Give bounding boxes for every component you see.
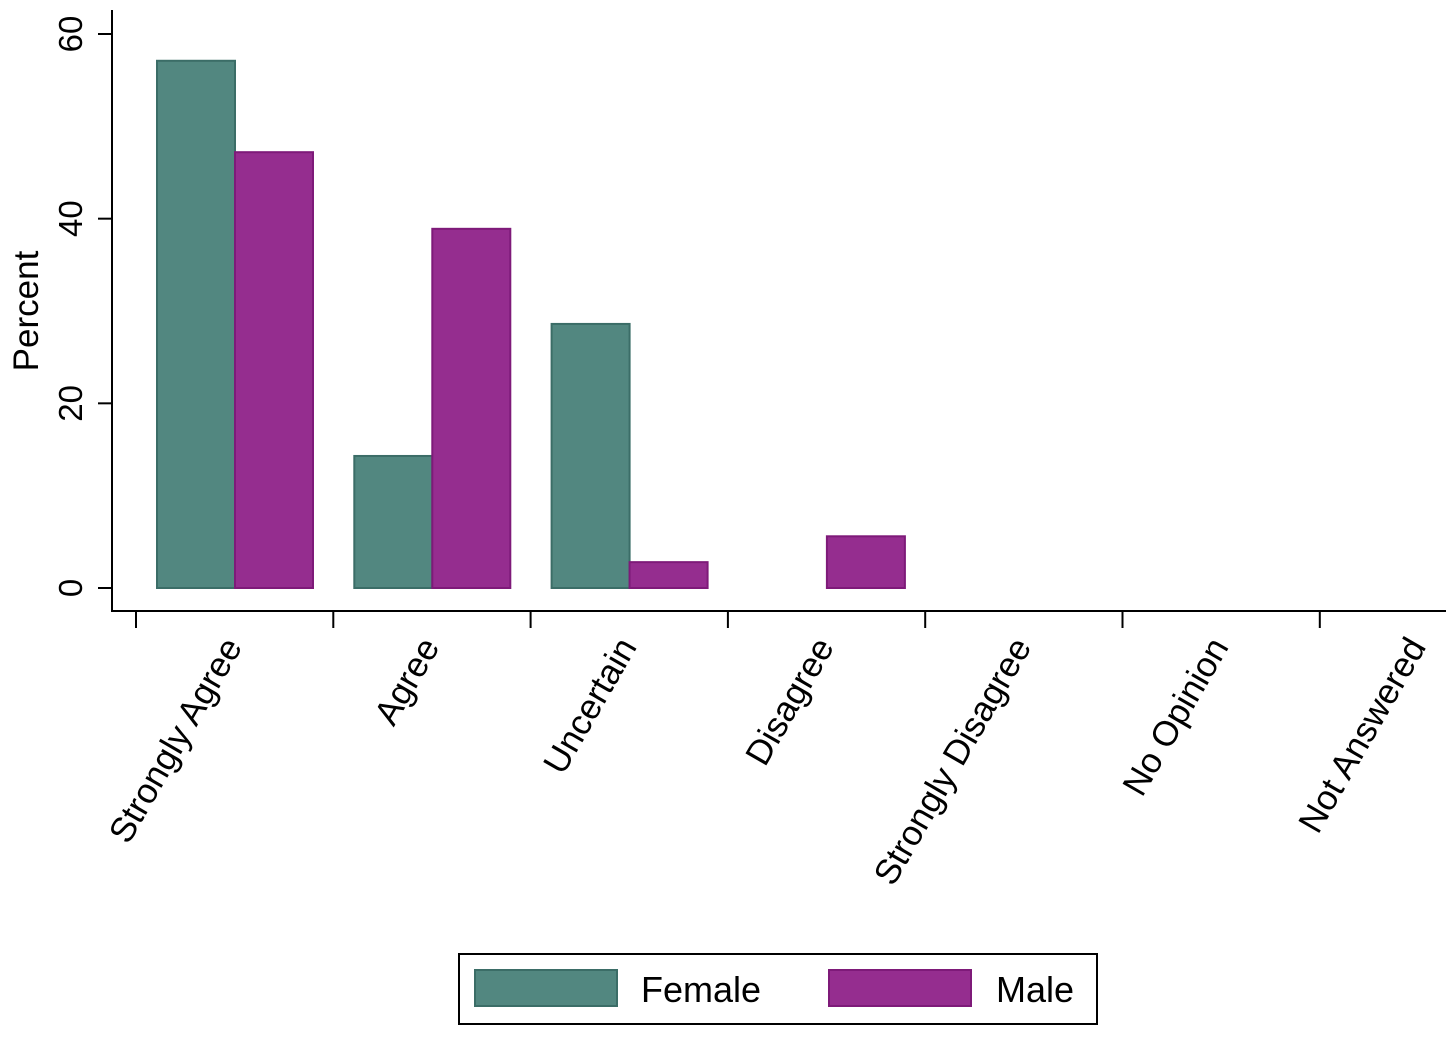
- legend-label-female: Female: [641, 969, 761, 1010]
- legend: Female Male: [458, 953, 1098, 1025]
- x-tick-label: Not Answered: [1291, 631, 1434, 839]
- y-tick-label: 40: [52, 200, 89, 237]
- bar-male-uncertain: [628, 561, 709, 589]
- legend-label-male: Male: [996, 969, 1074, 1010]
- bars-layer: [156, 59, 906, 590]
- y-axis-label: Percent: [7, 250, 46, 371]
- y-tick-label: 0: [52, 579, 89, 597]
- legend-swatch-female: [474, 969, 618, 1007]
- bar-female-agree: [353, 454, 434, 590]
- y-tick-label: 20: [52, 385, 89, 422]
- bar-male-strongly-agree: [234, 151, 314, 589]
- x-tick-label: Uncertain: [536, 631, 645, 780]
- x-tick-label: Strongly Disagree: [866, 631, 1039, 891]
- x-tick-label: No Opinion: [1115, 631, 1236, 802]
- bar-male-agree: [431, 227, 512, 589]
- y-ticks-layer: 0 20 40 60: [52, 16, 112, 597]
- bar-female-strongly-agree: [156, 59, 236, 589]
- y-tick-label: 60: [52, 16, 89, 53]
- bar-female-uncertain: [550, 322, 631, 589]
- x-tick-label: Strongly Agree: [101, 631, 250, 849]
- bar-male-disagree: [825, 535, 906, 589]
- x-ticks-layer: Strongly Agree Agree Uncertain Disagree Stro…: [101, 611, 1434, 892]
- x-tick-label: Disagree: [738, 631, 842, 772]
- legend-swatch-male: [828, 969, 972, 1007]
- x-tick-label: Agree: [367, 631, 447, 731]
